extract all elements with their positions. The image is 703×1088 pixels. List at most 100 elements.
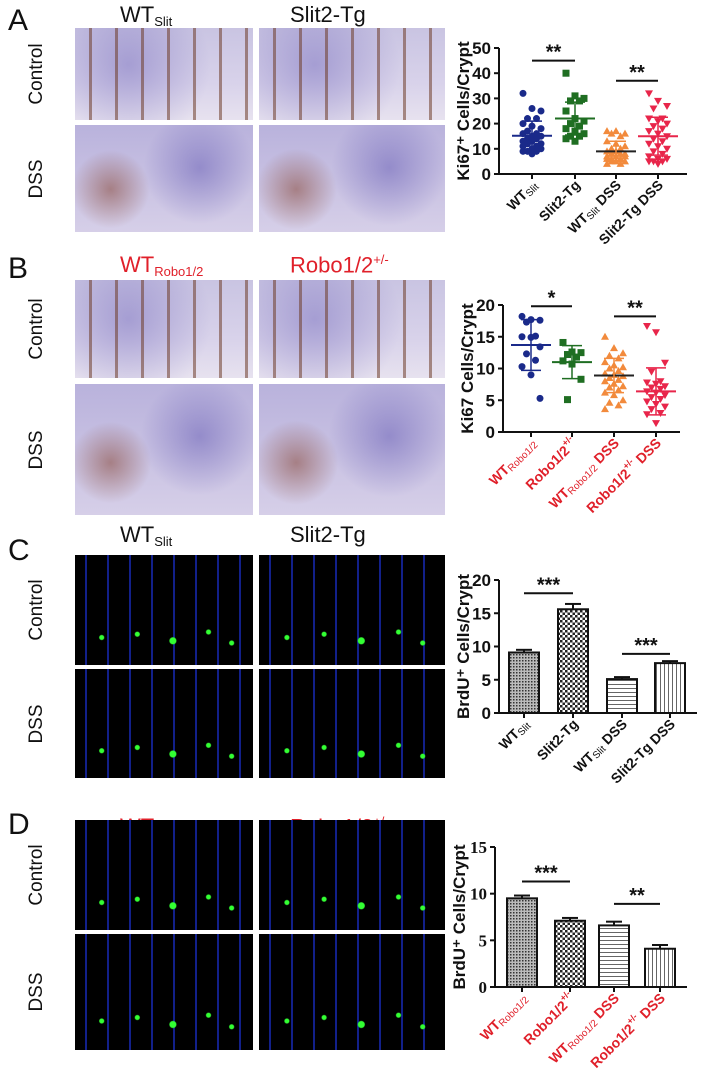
bar	[654, 662, 686, 714]
data-point	[621, 142, 629, 150]
significance-label: ***	[537, 574, 561, 596]
header-subscript: Slit	[154, 14, 173, 29]
x-tick-label: WTSlit	[504, 177, 542, 215]
data-point	[658, 125, 667, 133]
data-point	[645, 158, 653, 166]
data-point	[663, 120, 671, 128]
y-tick-label: 5	[486, 391, 495, 410]
significance-label: **	[546, 42, 562, 64]
data-point	[658, 138, 667, 146]
data-point	[645, 90, 653, 98]
data-point	[619, 382, 627, 390]
fluorescence-micrograph	[259, 555, 445, 665]
y-tick-label: 0	[482, 165, 491, 184]
data-point	[661, 392, 669, 400]
data-point	[654, 160, 662, 168]
data-point	[564, 396, 571, 404]
data-point	[519, 120, 527, 128]
data-point	[571, 92, 579, 100]
data-point	[519, 89, 527, 97]
data-point	[658, 158, 667, 166]
y-tick-label: 10	[472, 638, 491, 657]
header-subscript: Slit	[154, 534, 173, 549]
data-point	[647, 384, 656, 392]
data-point	[621, 152, 629, 160]
series-2	[596, 127, 636, 167]
ihc-micrograph	[259, 384, 445, 515]
data-point	[610, 391, 618, 399]
data-point	[607, 144, 616, 152]
bar	[598, 924, 630, 989]
data-point	[562, 69, 570, 77]
y-tick-label: 0	[479, 978, 488, 997]
data-point	[614, 367, 623, 375]
series-0	[511, 312, 551, 402]
data-point	[647, 394, 656, 402]
y-tick-label: 15	[472, 604, 491, 623]
data-point	[523, 318, 530, 326]
y-tick-label: 10	[470, 885, 487, 904]
column-header: Slit2-Tg	[290, 2, 366, 28]
data-point	[562, 107, 570, 115]
data-point	[661, 403, 669, 411]
data-point	[654, 155, 662, 163]
data-point	[603, 127, 611, 135]
panel-letter: A	[8, 4, 29, 37]
data-point	[567, 132, 574, 140]
data-point	[647, 406, 656, 414]
y-tick-label: 50	[472, 39, 491, 58]
data-point	[647, 368, 656, 376]
header-main: Slit2-Tg	[290, 2, 366, 27]
data-point	[532, 356, 539, 364]
data-point	[649, 123, 658, 131]
panel-letter: B	[8, 252, 29, 285]
y-tick-label: 0	[482, 704, 491, 723]
header-main: WT	[120, 2, 155, 27]
data-point	[605, 374, 614, 382]
data-point	[562, 135, 570, 143]
data-point	[619, 363, 627, 371]
ihc-micrograph	[75, 384, 253, 515]
data-point	[537, 125, 545, 133]
x-label-part: DSS	[630, 435, 664, 469]
data-point	[567, 97, 574, 105]
x-label-part: DSS	[634, 990, 668, 1024]
data-point	[663, 102, 671, 110]
data-point	[616, 144, 625, 152]
data-point	[645, 140, 653, 148]
bar	[644, 947, 676, 989]
data-point	[519, 147, 527, 155]
data-point	[518, 363, 526, 371]
column-header: WTRobo1/2	[120, 252, 203, 279]
column-header: WTSlit	[120, 2, 172, 29]
data-point	[607, 149, 616, 157]
fluorescence-micrograph	[259, 669, 445, 778]
ihc-micrograph	[75, 28, 253, 120]
ihc-micrograph	[75, 280, 253, 378]
data-point	[537, 107, 545, 115]
data-point	[559, 338, 567, 346]
data-point	[607, 129, 616, 137]
header-superscript: +/-	[373, 252, 389, 267]
data-point	[656, 385, 665, 393]
data-point	[559, 357, 567, 365]
significance-label: *	[548, 287, 556, 309]
data-point	[605, 383, 614, 391]
data-point	[658, 150, 667, 158]
data-point	[567, 120, 574, 128]
fluorescence-micrograph	[75, 669, 253, 778]
y-tick-label: 15	[470, 838, 487, 857]
data-point	[643, 379, 651, 387]
data-point	[519, 142, 527, 150]
data-point	[573, 353, 580, 361]
data-point	[533, 115, 540, 123]
data-point	[518, 312, 526, 320]
fluorescence-micrograph	[259, 820, 445, 930]
bar	[506, 897, 538, 988]
y-tick-label: 30	[472, 89, 491, 108]
data-point	[601, 358, 609, 366]
y-tick-label: 10	[476, 360, 495, 379]
data-point	[601, 332, 609, 340]
data-point	[518, 333, 526, 341]
